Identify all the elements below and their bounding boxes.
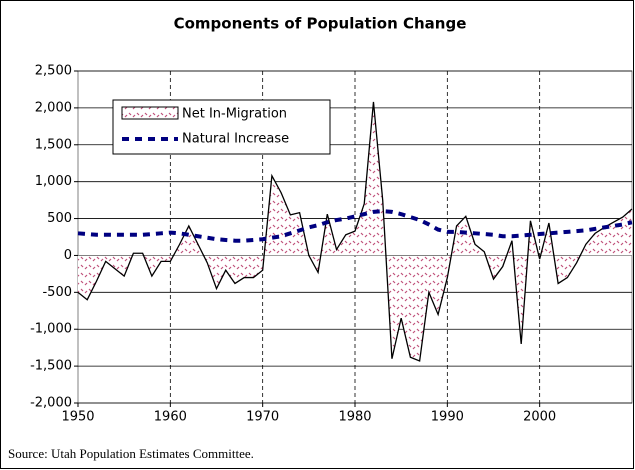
y-tick-label: 1,000 (35, 174, 72, 189)
x-tick-label: 1970 (246, 410, 279, 425)
y-tick-label: 0 (64, 248, 72, 263)
y-tick-label: 500 (47, 211, 72, 226)
legend-swatch (121, 106, 179, 120)
source-note: Source: Utah Population Estimates Commit… (8, 446, 254, 461)
x-tick-label: 2000 (523, 410, 556, 425)
net-migration-line (77, 101, 633, 362)
y-tick-label: -1,500 (30, 359, 72, 374)
legend-label: Natural Increase (182, 132, 289, 147)
y-tick-label: 2,500 (35, 64, 72, 79)
x-tick-label: 1950 (61, 410, 94, 425)
y-tick-label: 2,000 (35, 100, 72, 115)
x-tick-label: 1960 (154, 410, 187, 425)
y-tick-label: -2,000 (30, 396, 72, 411)
y-tick-label: 1,500 (35, 137, 72, 152)
x-tick-label: 1980 (338, 410, 371, 425)
x-tick-label: 1990 (431, 410, 464, 425)
chart-title: Components of Population Change (174, 15, 467, 33)
y-tick-label: -500 (42, 285, 72, 300)
natural-increase-line (77, 209, 633, 243)
y-tick-label: -1,000 (30, 322, 72, 337)
legend-label: Net In-Migration (182, 107, 287, 122)
